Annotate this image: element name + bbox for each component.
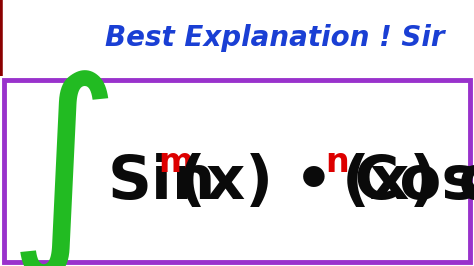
Text: Best Explanation ! Sir: Best Explanation ! Sir — [105, 24, 445, 52]
Text: m: m — [158, 146, 193, 179]
Text: (x) dx: (x) dx — [342, 153, 474, 212]
Text: (x) • Cos: (x) • Cos — [178, 153, 474, 212]
Text: n: n — [325, 146, 349, 179]
Text: $\int$: $\int$ — [7, 68, 109, 266]
Text: Sin: Sin — [108, 153, 216, 212]
